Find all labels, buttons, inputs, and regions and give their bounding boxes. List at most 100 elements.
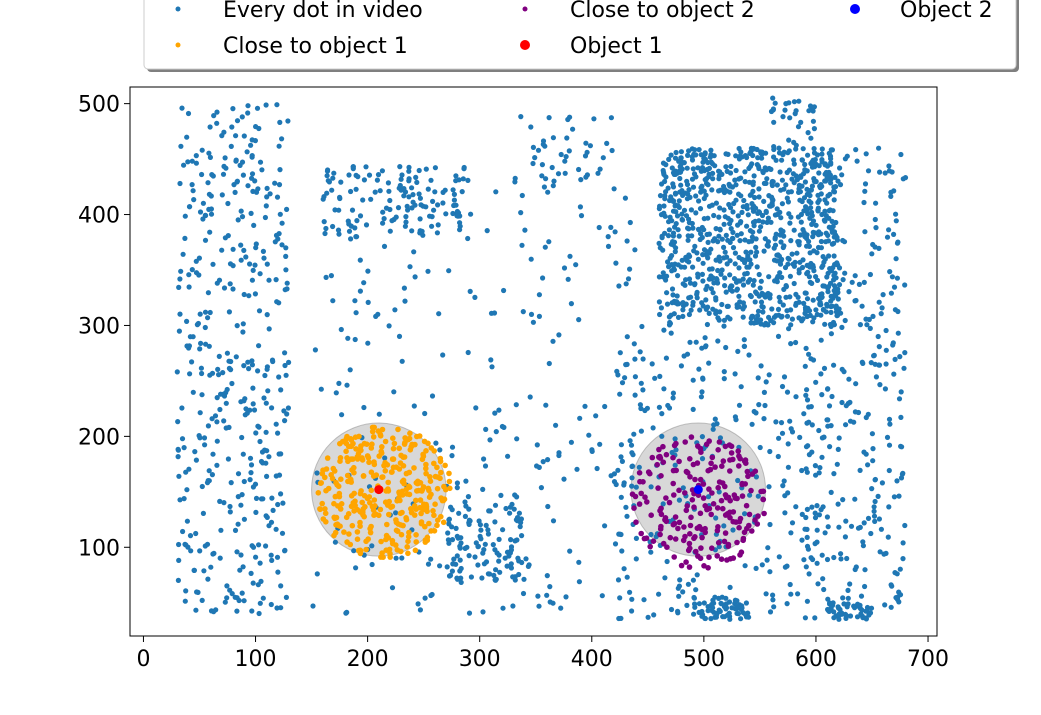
data-point-every-dot [900,540,906,546]
data-point-every-dot [676,593,682,599]
data-point-every-dot [727,616,733,622]
data-point-every-dot [894,240,901,246]
data-point-every-dot [701,600,707,606]
data-point-every-dot [221,393,228,399]
data-point-every-dot [664,290,670,296]
data-point-every-dot [796,315,802,321]
data-point-every-dot [629,450,635,456]
data-point-every-dot [193,160,199,166]
data-point-every-dot [233,133,239,139]
data-point-close-object-2 [647,470,653,477]
data-point-every-dot [406,168,412,174]
data-point-every-dot [491,310,498,316]
data-point-every-dot [753,474,760,480]
data-point-every-dot [492,502,499,508]
data-point-close-object-1 [329,475,336,482]
data-point-every-dot [814,560,820,566]
data-point-every-dot [728,226,734,232]
data-point-every-dot [528,124,534,130]
data-point-close-object-1 [395,426,401,433]
data-point-every-dot [330,298,336,304]
data-point-every-dot [629,463,636,469]
data-point-every-dot [767,609,774,615]
data-point-every-dot [897,566,903,572]
data-point-close-object-1 [354,455,361,461]
data-point-every-dot [805,152,811,158]
data-point-every-dot [240,172,246,178]
data-point-every-dot [843,518,849,524]
data-point-every-dot [624,334,630,340]
data-point-every-dot [393,510,399,516]
data-point-every-dot [631,341,637,347]
data-point-every-dot [668,330,674,336]
data-point-every-dot [699,434,706,440]
data-point-every-dot [662,575,668,581]
data-point-every-dot [227,281,233,287]
data-point-every-dot [750,179,756,185]
data-point-every-dot [719,301,725,308]
data-point-every-dot [263,543,269,549]
data-point-every-dot [679,211,685,217]
data-point-every-dot [686,187,692,193]
data-point-every-dot [194,322,200,328]
data-point-every-dot [631,431,637,437]
data-point-every-dot [700,252,706,258]
data-point-close-object-1 [434,464,440,471]
data-point-close-object-1 [359,455,365,461]
data-point-every-dot [260,496,266,502]
data-point-every-dot [450,561,456,567]
x-tick-label: 200 [347,647,389,672]
data-point-every-dot [414,179,420,185]
data-point-every-dot [254,105,261,111]
data-point-every-dot [369,561,375,568]
data-point-every-dot [527,394,533,400]
data-point-every-dot [705,239,711,245]
data-point-every-dot [623,362,629,368]
data-point-every-dot [226,365,232,371]
data-point-every-dot [807,312,813,318]
data-point-every-dot [771,119,777,125]
data-point-every-dot [896,396,903,402]
data-point-every-dot [275,569,281,575]
data-point-close-object-1 [399,509,405,516]
data-point-every-dot [498,492,504,498]
data-point-every-dot [284,280,290,286]
data-point-every-dot [895,308,901,315]
data-point-every-dot [597,166,603,172]
data-point-every-dot [457,220,463,226]
data-point-close-object-1 [390,435,396,442]
data-point-close-object-1 [390,445,397,452]
data-point-close-object-2 [720,505,726,512]
data-point-every-dot [199,147,205,153]
data-point-every-dot [776,435,782,441]
data-point-every-dot [786,326,792,332]
x-tick-label: 300 [459,647,501,672]
data-point-close-object-1 [405,533,412,540]
data-point-close-object-2 [727,509,733,516]
data-point-every-dot [703,286,709,292]
data-point-every-dot [763,591,769,597]
data-point-every-dot [670,198,677,204]
data-point-every-dot [657,203,663,209]
data-point-close-object-2 [672,536,679,542]
data-point-close-object-2 [689,497,696,503]
data-point-every-dot [721,317,728,323]
data-point-close-object-1 [371,497,378,503]
data-point-every-dot [252,178,258,184]
data-point-close-object-2 [746,511,753,518]
data-point-every-dot [667,319,673,326]
data-point-every-dot [793,142,799,148]
data-point-every-dot [749,421,755,427]
data-point-every-dot [258,578,264,585]
data-point-every-dot [857,524,863,531]
data-point-every-dot [389,218,395,224]
data-point-every-dot [534,463,540,469]
y-tick-label: 500 [78,93,120,118]
data-point-every-dot [661,327,667,333]
data-point-every-dot [747,163,754,169]
data-point-every-dot [680,300,686,306]
data-point-every-dot [779,256,785,262]
data-point-every-dot [735,213,741,219]
data-point-every-dot [410,192,416,198]
data-point-every-dot [819,291,825,297]
